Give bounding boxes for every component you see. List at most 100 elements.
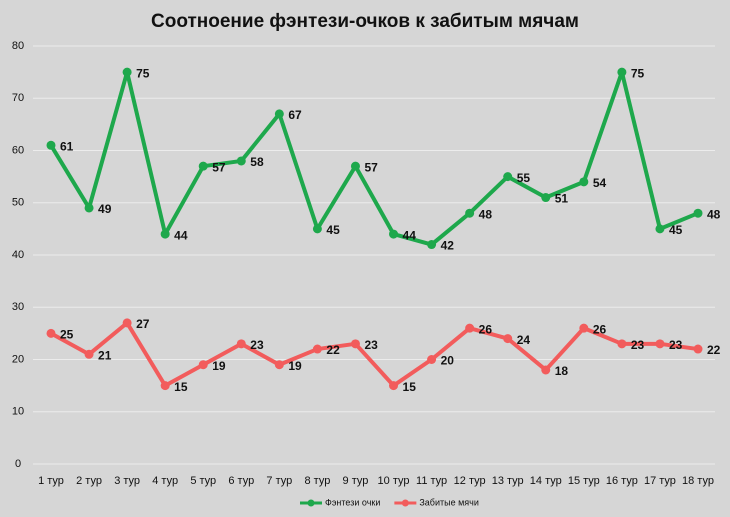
y-tick-label: 50 <box>12 197 24 209</box>
x-tick-label: 9 тур <box>343 475 369 487</box>
legend-label: Забитые мячи <box>419 497 479 507</box>
x-tick-label: 1 тур <box>38 475 64 487</box>
y-tick-label: 30 <box>12 301 24 313</box>
y-tick-label: 80 <box>12 40 24 52</box>
data-label: 15 <box>174 380 188 394</box>
point <box>541 365 551 375</box>
x-tick-label: 16 тур <box>606 475 638 487</box>
data-label: 57 <box>364 160 378 174</box>
point <box>389 381 399 391</box>
point <box>198 161 208 171</box>
data-label: 23 <box>669 338 683 352</box>
x-tick-label: 6 тур <box>228 475 254 487</box>
x-tick-label: 10 тур <box>378 475 410 487</box>
x-tick-label: 5 тур <box>190 475 216 487</box>
series-line <box>49 70 699 247</box>
point <box>465 323 475 333</box>
data-label: 23 <box>364 338 378 352</box>
data-label: 18 <box>555 364 569 378</box>
data-label: 22 <box>707 343 721 357</box>
point <box>465 208 475 218</box>
x-tick-label: 15 тур <box>568 475 600 487</box>
data-label: 45 <box>326 223 340 237</box>
x-tick-label: 7 тур <box>266 475 292 487</box>
point <box>503 172 513 182</box>
point <box>236 339 246 349</box>
legend-label: Фэнтези очки <box>325 497 380 507</box>
x-tick-label: 13 тур <box>492 475 524 487</box>
point <box>693 344 703 354</box>
data-label: 48 <box>707 207 721 221</box>
point <box>312 224 322 234</box>
point <box>655 339 665 349</box>
point <box>579 323 589 333</box>
point <box>503 334 513 344</box>
chart-title: Соотноение фэнтези-очков к забитым мячам <box>151 11 579 32</box>
data-label: 21 <box>98 348 112 362</box>
data-label: 75 <box>631 66 645 80</box>
point <box>617 339 627 349</box>
point <box>389 229 399 239</box>
x-tick-label: 4 тур <box>152 475 178 487</box>
point <box>236 156 246 166</box>
point <box>541 193 551 203</box>
point <box>427 355 437 364</box>
series-line <box>50 320 699 388</box>
data-label: 67 <box>288 108 302 122</box>
data-label: 61 <box>60 139 74 153</box>
point <box>160 229 170 239</box>
data-label: 48 <box>479 207 493 221</box>
data-label: 23 <box>631 338 645 352</box>
data-label: 19 <box>212 359 226 373</box>
point <box>350 161 360 171</box>
data-label: 45 <box>669 223 683 237</box>
point <box>198 360 208 370</box>
data-label: 25 <box>60 328 74 342</box>
point <box>46 140 56 150</box>
legend-marker <box>401 499 409 507</box>
data-label: 27 <box>136 317 150 331</box>
y-tick-label: 70 <box>12 92 24 104</box>
data-label: 20 <box>441 354 455 368</box>
data-label: 55 <box>517 171 531 185</box>
data-label: 57 <box>212 160 226 174</box>
data-label: 54 <box>593 176 607 190</box>
point <box>427 240 437 250</box>
x-tick-label: 11 тур <box>416 475 447 487</box>
data-label: 24 <box>517 333 531 347</box>
point <box>693 208 703 218</box>
y-tick-label: 0 <box>15 458 21 470</box>
x-tick-label: 17 тур <box>644 475 676 487</box>
point <box>274 109 284 119</box>
point <box>122 318 132 328</box>
data-label: 49 <box>98 202 112 216</box>
point <box>655 224 665 234</box>
data-label: 19 <box>288 359 302 373</box>
point <box>579 177 589 187</box>
point <box>160 381 170 391</box>
data-label: 26 <box>593 322 607 336</box>
data-label: 58 <box>250 155 264 169</box>
y-tick-label: 40 <box>12 249 24 261</box>
data-label: 42 <box>441 239 455 253</box>
data-label: 26 <box>479 322 493 336</box>
data-label: 44 <box>403 228 417 242</box>
legend-marker <box>307 499 315 507</box>
x-tick-label: 8 тур <box>304 475 330 487</box>
data-label: 23 <box>250 338 264 352</box>
point <box>84 203 94 213</box>
x-tick-label: 14 тур <box>530 475 562 487</box>
x-tick-label: 2 тур <box>76 475 102 487</box>
data-label: 51 <box>555 192 569 206</box>
point <box>46 328 56 338</box>
y-tick-label: 20 <box>12 353 24 365</box>
y-tick-label: 60 <box>12 144 24 156</box>
point <box>312 344 322 354</box>
data-label: 44 <box>174 228 188 242</box>
point <box>617 67 627 77</box>
point <box>84 349 94 359</box>
point <box>350 339 360 349</box>
x-tick-label: 3 тур <box>114 475 140 487</box>
point <box>122 67 132 77</box>
x-tick-label: 18 тур <box>682 475 714 487</box>
